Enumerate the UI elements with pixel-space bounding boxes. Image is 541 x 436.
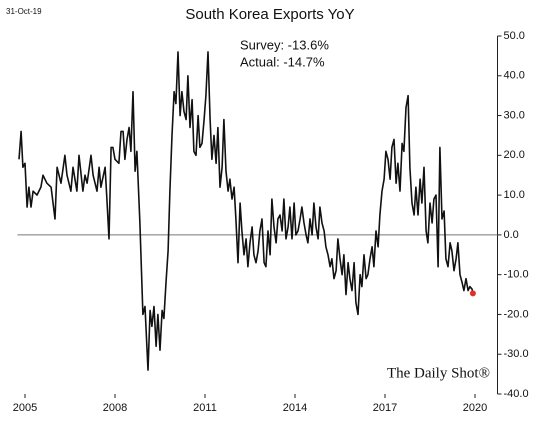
y-tick-label: -30.0	[504, 348, 529, 360]
date-label: 31-Oct-19	[6, 7, 42, 16]
x-tick-label: 2005	[13, 402, 37, 414]
x-tick-label: 2020	[463, 402, 487, 414]
y-tick-label: 50.0	[504, 30, 525, 42]
y-tick-label: 0.0	[504, 229, 519, 241]
y-tick-label: 40.0	[504, 70, 525, 82]
chart-title: South Korea Exports YoY	[185, 6, 354, 23]
x-tick-label: 2011	[193, 402, 217, 414]
y-tick-label: 30.0	[504, 109, 525, 121]
series-line	[18, 51, 474, 371]
y-tick-label: -40.0	[504, 388, 529, 400]
last-point	[469, 290, 476, 297]
x-tick-label: 2017	[373, 402, 397, 414]
source-label: The Daily Shot®	[387, 365, 490, 381]
annotation: Survey: -13.6%	[240, 37, 329, 52]
x-tick-label: 2014	[283, 402, 307, 414]
y-tick-label: -10.0	[504, 269, 529, 281]
y-tick-label: 20.0	[504, 149, 525, 161]
annotation: Actual: -14.7%	[240, 54, 325, 69]
y-tick-label: -20.0	[504, 308, 529, 320]
y-tick-label: 10.0	[504, 189, 525, 201]
x-tick-label: 2008	[103, 402, 127, 414]
